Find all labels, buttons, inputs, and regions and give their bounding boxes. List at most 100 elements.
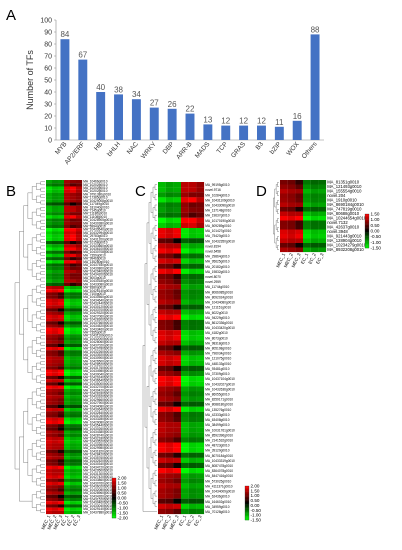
heatmap-cell — [70, 221, 77, 226]
heatmap-cell — [52, 298, 59, 303]
bar-value-label: 16 — [293, 112, 302, 121]
heatmap-cell — [158, 396, 166, 402]
heatmap-cell — [181, 187, 189, 193]
row-label: MA_135276g0010 — [205, 408, 231, 412]
heatmap-cell — [46, 420, 53, 425]
heatmap-cell — [58, 494, 65, 499]
category-label: NAC — [126, 141, 140, 156]
heatmap-cell — [173, 345, 182, 351]
dendrogram-branch — [40, 348, 45, 352]
heatmap-cell — [181, 319, 189, 326]
heatmap-cell — [76, 475, 83, 479]
heatmap-cell — [303, 216, 311, 221]
colorbar-tick-label: -1.00 — [118, 506, 129, 511]
heatmap-cell — [188, 299, 197, 305]
bar — [78, 59, 88, 140]
heatmap-cell — [64, 382, 71, 386]
heatmap-cell — [52, 343, 59, 348]
heatmap-cell — [46, 192, 53, 197]
heatmap-cell — [173, 182, 182, 188]
heatmap-cell — [46, 183, 53, 187]
heatmap-cell — [58, 224, 65, 229]
heatmap-cell — [58, 481, 65, 486]
heatmap-cell — [76, 404, 83, 409]
heatmap-cell — [64, 469, 71, 473]
heatmap-cell — [181, 365, 189, 372]
row-label: MA_10432520g0010 — [83, 459, 113, 463]
row-label: MA_10432000g0010 — [83, 337, 113, 341]
heatmap-cell — [165, 411, 174, 418]
heatmap-cell — [58, 347, 65, 351]
heatmap-cell — [76, 205, 83, 210]
dendrogram-branch — [31, 366, 37, 380]
heatmap-cell — [58, 196, 65, 200]
heatmap-cell — [188, 401, 197, 407]
dendrogram-branch — [154, 215, 157, 221]
bar — [60, 39, 70, 141]
heatmap-cell — [188, 493, 197, 499]
heatmap-cell — [58, 183, 65, 187]
heatmap-cell — [280, 220, 288, 226]
row-label: MA_1910g0010 — [327, 198, 357, 203]
heatmap-cell — [165, 187, 174, 193]
dendrogram-branch — [36, 337, 41, 344]
dendrogram-branch — [40, 207, 45, 211]
heatmap-cell — [303, 202, 311, 208]
heatmap-cell — [188, 370, 197, 377]
row-label: MA_10433160g0010 — [83, 395, 113, 399]
heatmap-cell — [287, 229, 296, 235]
heatmap-cell — [46, 305, 53, 309]
heatmap-cell — [173, 452, 182, 458]
heatmap-cell — [52, 205, 59, 210]
heatmap-cell — [52, 456, 59, 460]
heatmap-cell — [46, 497, 53, 502]
heatmap-cell — [173, 365, 182, 372]
heatmap-cell — [58, 497, 65, 502]
heatmap-cell — [196, 365, 205, 372]
heatmap-cell — [165, 304, 174, 310]
heatmap-cell — [181, 468, 189, 474]
heatmap-d-dendrogram — [273, 182, 279, 250]
heatmap-cell — [70, 430, 77, 434]
colorbar-segment — [365, 238, 369, 241]
heatmap-cell — [173, 391, 182, 397]
heatmap-cell — [158, 309, 166, 315]
dendrogram-branch — [40, 219, 45, 224]
heatmap-cell — [181, 202, 189, 208]
colorbar-segment — [112, 483, 116, 485]
heatmap-cell — [173, 381, 182, 387]
heatmap-cell — [64, 247, 71, 251]
heatmap-cell — [303, 234, 311, 239]
colorbar-segment — [365, 231, 369, 233]
heatmap-cell — [64, 279, 71, 283]
heatmap-cell — [46, 395, 53, 399]
colorbar-segment — [112, 495, 116, 497]
dendrogram-branch — [40, 187, 45, 192]
heatmap-cell — [287, 184, 296, 190]
heatmap-cell — [70, 228, 77, 232]
heatmap-cell — [196, 447, 205, 453]
heatmap-cell — [70, 465, 77, 470]
heatmap-cell — [181, 243, 189, 249]
bar — [310, 34, 320, 140]
heatmap-cell — [165, 345, 174, 351]
heatmap-cell — [76, 295, 83, 299]
colorbar-segment — [112, 503, 116, 505]
heatmap-cell — [64, 330, 71, 335]
heatmap-cell — [52, 263, 59, 267]
heatmap-cell — [280, 207, 288, 212]
bar — [96, 92, 106, 140]
heatmap-cell — [46, 472, 53, 476]
heatmap-cell — [46, 494, 53, 499]
row-label: MA_10434520g0010 — [83, 324, 113, 328]
heatmap-cell — [196, 370, 205, 377]
heatmap-cell — [165, 192, 174, 198]
row-label: MA_81351g0010 — [327, 180, 360, 185]
heatmap-cell — [303, 211, 311, 217]
dendrogram-branch — [150, 437, 153, 458]
dendrogram-branch — [154, 204, 157, 211]
heatmap-cell — [165, 503, 174, 509]
column-label: EC_2 — [66, 514, 76, 527]
heatmap-cell — [76, 485, 83, 489]
heatmap-cell — [188, 427, 197, 433]
